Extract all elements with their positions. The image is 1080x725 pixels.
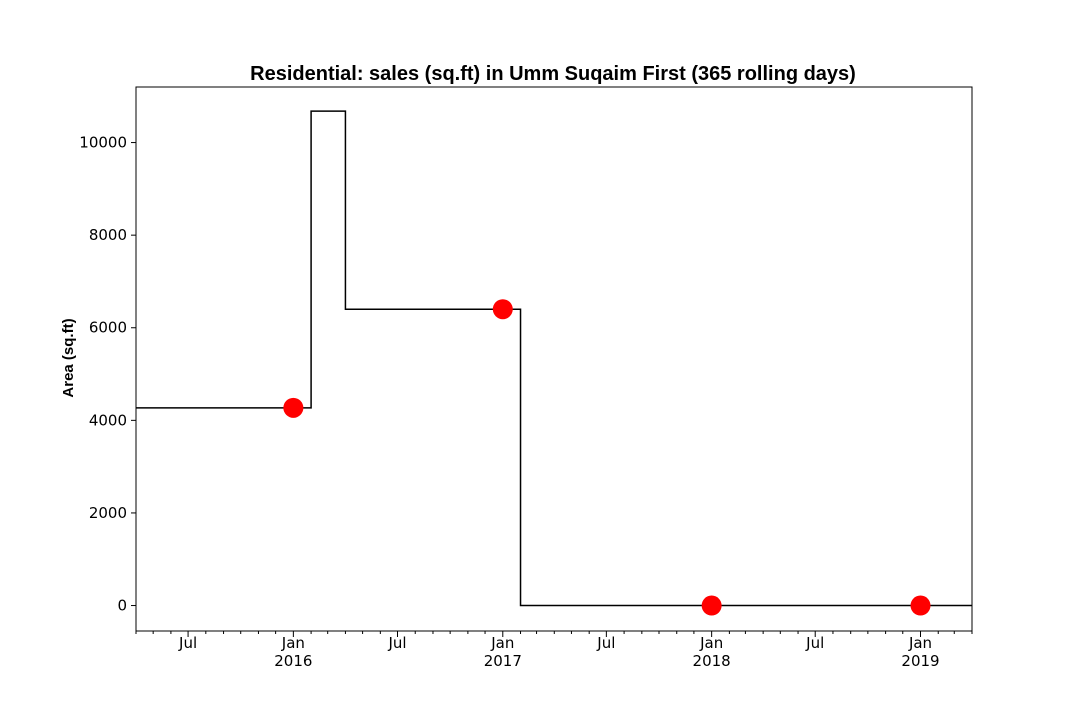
data-point-marker (701, 595, 722, 616)
y-tick-label: 8000 (89, 226, 127, 244)
data-point-marker (283, 397, 304, 418)
y-tick-label: 10000 (79, 134, 127, 152)
x-tick-year-label: 2016 (274, 652, 312, 670)
x-tick-label: Jul (805, 634, 824, 652)
x-tick-label: Jul (387, 634, 406, 652)
chart-title: Residential: sales (sq.ft) in Umm Suqaim… (250, 63, 856, 85)
x-tick-label: Jan (490, 634, 514, 652)
y-tick-label: 4000 (89, 411, 127, 429)
x-tick-year-label: 2018 (693, 652, 731, 670)
x-tick-year-label: 2017 (484, 652, 522, 670)
y-tick-label: 6000 (89, 319, 127, 337)
y-tick-label: 0 (117, 597, 127, 615)
x-tick-label: Jul (596, 634, 615, 652)
series-step-line (136, 110, 972, 607)
data-point-marker (492, 299, 513, 320)
plot-frame (135, 86, 973, 632)
x-tick-year-label: 2019 (901, 652, 939, 670)
x-tick-label: Jan (699, 634, 723, 652)
data-point-marker (910, 595, 931, 616)
x-tick-label: Jul (178, 634, 197, 652)
y-tick-label: 2000 (89, 504, 127, 522)
x-tick-label: Jan (908, 634, 932, 652)
x-tick-label: Jan (281, 634, 305, 652)
y-axis-label: Area (sq.ft) (60, 318, 77, 397)
